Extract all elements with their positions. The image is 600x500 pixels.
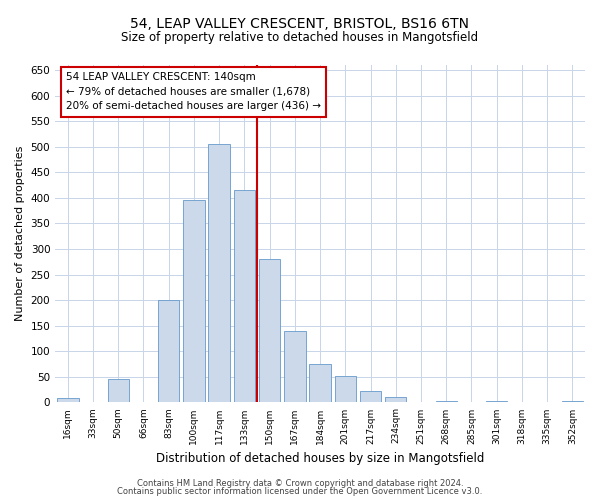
Bar xyxy=(385,398,406,402)
Bar xyxy=(57,398,79,402)
Bar xyxy=(310,364,331,403)
Bar xyxy=(208,144,230,403)
Text: Contains HM Land Registry data © Crown copyright and database right 2024.: Contains HM Land Registry data © Crown c… xyxy=(137,478,463,488)
Bar xyxy=(183,200,205,402)
Text: Contains public sector information licensed under the Open Government Licence v3: Contains public sector information licen… xyxy=(118,487,482,496)
Y-axis label: Number of detached properties: Number of detached properties xyxy=(15,146,25,322)
Bar xyxy=(233,190,255,402)
Bar xyxy=(335,376,356,402)
Text: Size of property relative to detached houses in Mangotsfield: Size of property relative to detached ho… xyxy=(121,31,479,44)
Bar xyxy=(107,380,129,402)
X-axis label: Distribution of detached houses by size in Mangotsfield: Distribution of detached houses by size … xyxy=(156,452,484,465)
Text: 54 LEAP VALLEY CRESCENT: 140sqm
← 79% of detached houses are smaller (1,678)
20%: 54 LEAP VALLEY CRESCENT: 140sqm ← 79% of… xyxy=(66,72,321,112)
Bar xyxy=(158,300,179,402)
Bar xyxy=(259,260,280,402)
Bar xyxy=(284,331,305,402)
Bar xyxy=(360,391,381,402)
Text: 54, LEAP VALLEY CRESCENT, BRISTOL, BS16 6TN: 54, LEAP VALLEY CRESCENT, BRISTOL, BS16 … xyxy=(131,18,470,32)
Bar xyxy=(562,401,583,402)
